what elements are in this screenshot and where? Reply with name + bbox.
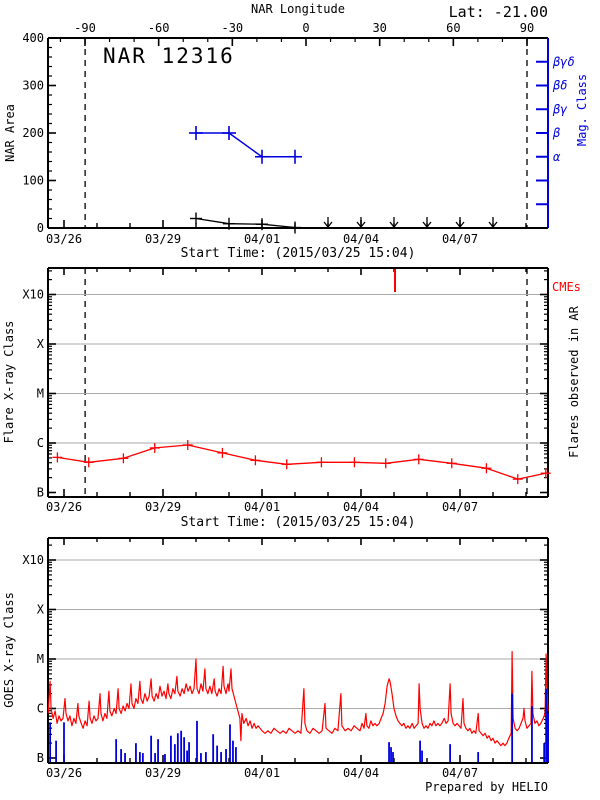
no-data-arrows: [323, 217, 498, 228]
svg-text:03/26: 03/26: [46, 232, 82, 246]
svg-text:60: 60: [446, 21, 460, 35]
svg-text:03/26: 03/26: [46, 766, 82, 780]
svg-text:0: 0: [37, 221, 44, 235]
top-axis-title: NAR Longitude: [251, 2, 345, 16]
nar-area-series: [190, 212, 301, 234]
svg-text:0: 0: [302, 21, 309, 35]
mag-class-series: [189, 126, 302, 164]
flare-xray-axis-title: Flare X-ray Class: [2, 321, 16, 444]
svg-text:400: 400: [22, 31, 44, 45]
svg-text:B: B: [37, 486, 44, 500]
svg-text:04/01: 04/01: [244, 766, 280, 780]
svg-text:30: 30: [372, 21, 386, 35]
svg-text:β: β: [552, 126, 561, 140]
chart-graphics: 0 100 200 300 400 -90 -60 -30 0 30 60 90 03/26 03/29 0…: [22, 21, 574, 780]
svg-text:M: M: [37, 652, 44, 666]
limb-crossing-lines: [84, 38, 528, 497]
flares-observed-label: Flares observed in AR: [567, 305, 581, 457]
svg-text:04/01: 04/01: [244, 232, 280, 246]
ar-flare-spikes: [49, 688, 550, 762]
svg-text:M: M: [37, 387, 44, 401]
svg-text:C: C: [37, 436, 44, 450]
svg-text:B: B: [37, 751, 44, 765]
svg-text:04/01: 04/01: [244, 500, 280, 514]
svg-text:300: 300: [22, 79, 44, 93]
svg-text:100: 100: [22, 174, 44, 188]
svg-text:X10: X10: [22, 553, 44, 567]
svg-text:C: C: [37, 702, 44, 716]
goes-flux-series: [47, 650, 549, 747]
svg-text:βδ: βδ: [552, 79, 567, 93]
svg-text:04/07: 04/07: [442, 766, 478, 780]
panel-nar-area-axes: 0 100 200 300 400 -90 -60 -30 0 30 60 90 03/26 03/29 0…: [22, 21, 574, 246]
flare-class-series: [52, 439, 551, 485]
prepared-by-label: Prepared by HELIO: [425, 780, 548, 794]
svg-text:βγ: βγ: [552, 102, 568, 116]
panel-goes-axes: B C M X X10 03/26 03/29 04/01 04/04 04/07: [22, 537, 549, 780]
latitude-label: Lat: -21.00: [449, 3, 548, 21]
svg-text:03/29: 03/29: [145, 232, 181, 246]
svg-text:04/07: 04/07: [442, 500, 478, 514]
start-time-label-1: Start Time: (2015/03/25 15:04): [181, 246, 416, 261]
svg-text:90: 90: [520, 21, 534, 35]
svg-text:04/04: 04/04: [343, 500, 379, 514]
svg-text:04/04: 04/04: [343, 232, 379, 246]
svg-text:03/29: 03/29: [145, 766, 181, 780]
svg-text:03/26: 03/26: [46, 500, 82, 514]
svg-text:04/07: 04/07: [442, 232, 478, 246]
svg-text:-30: -30: [221, 21, 243, 35]
nar-area-axis-title: NAR Area: [3, 104, 17, 162]
page-title: NAR 12316: [103, 44, 235, 68]
svg-text:-60: -60: [148, 21, 170, 35]
svg-text:X: X: [37, 603, 45, 617]
svg-text:α: α: [553, 150, 561, 164]
svg-text:04/04: 04/04: [343, 766, 379, 780]
svg-text:X10: X10: [22, 288, 44, 302]
panel-flares-axes: B C M X X10 03/26 03/29 04/01 04/04 04/07: [22, 267, 549, 514]
start-time-label-2: Start Time: (2015/03/25 15:04): [181, 515, 416, 530]
mag-class-axis-title: Mag. Class: [575, 74, 589, 146]
svg-text:βγδ: βγδ: [552, 55, 575, 69]
cmes-label: CMEs: [552, 280, 581, 294]
goes-xray-axis-title: GOES X-ray Class: [2, 592, 16, 708]
svg-text:-90: -90: [74, 21, 96, 35]
svg-text:X: X: [37, 337, 45, 351]
svg-text:03/29: 03/29: [145, 500, 181, 514]
svg-text:200: 200: [22, 126, 44, 140]
